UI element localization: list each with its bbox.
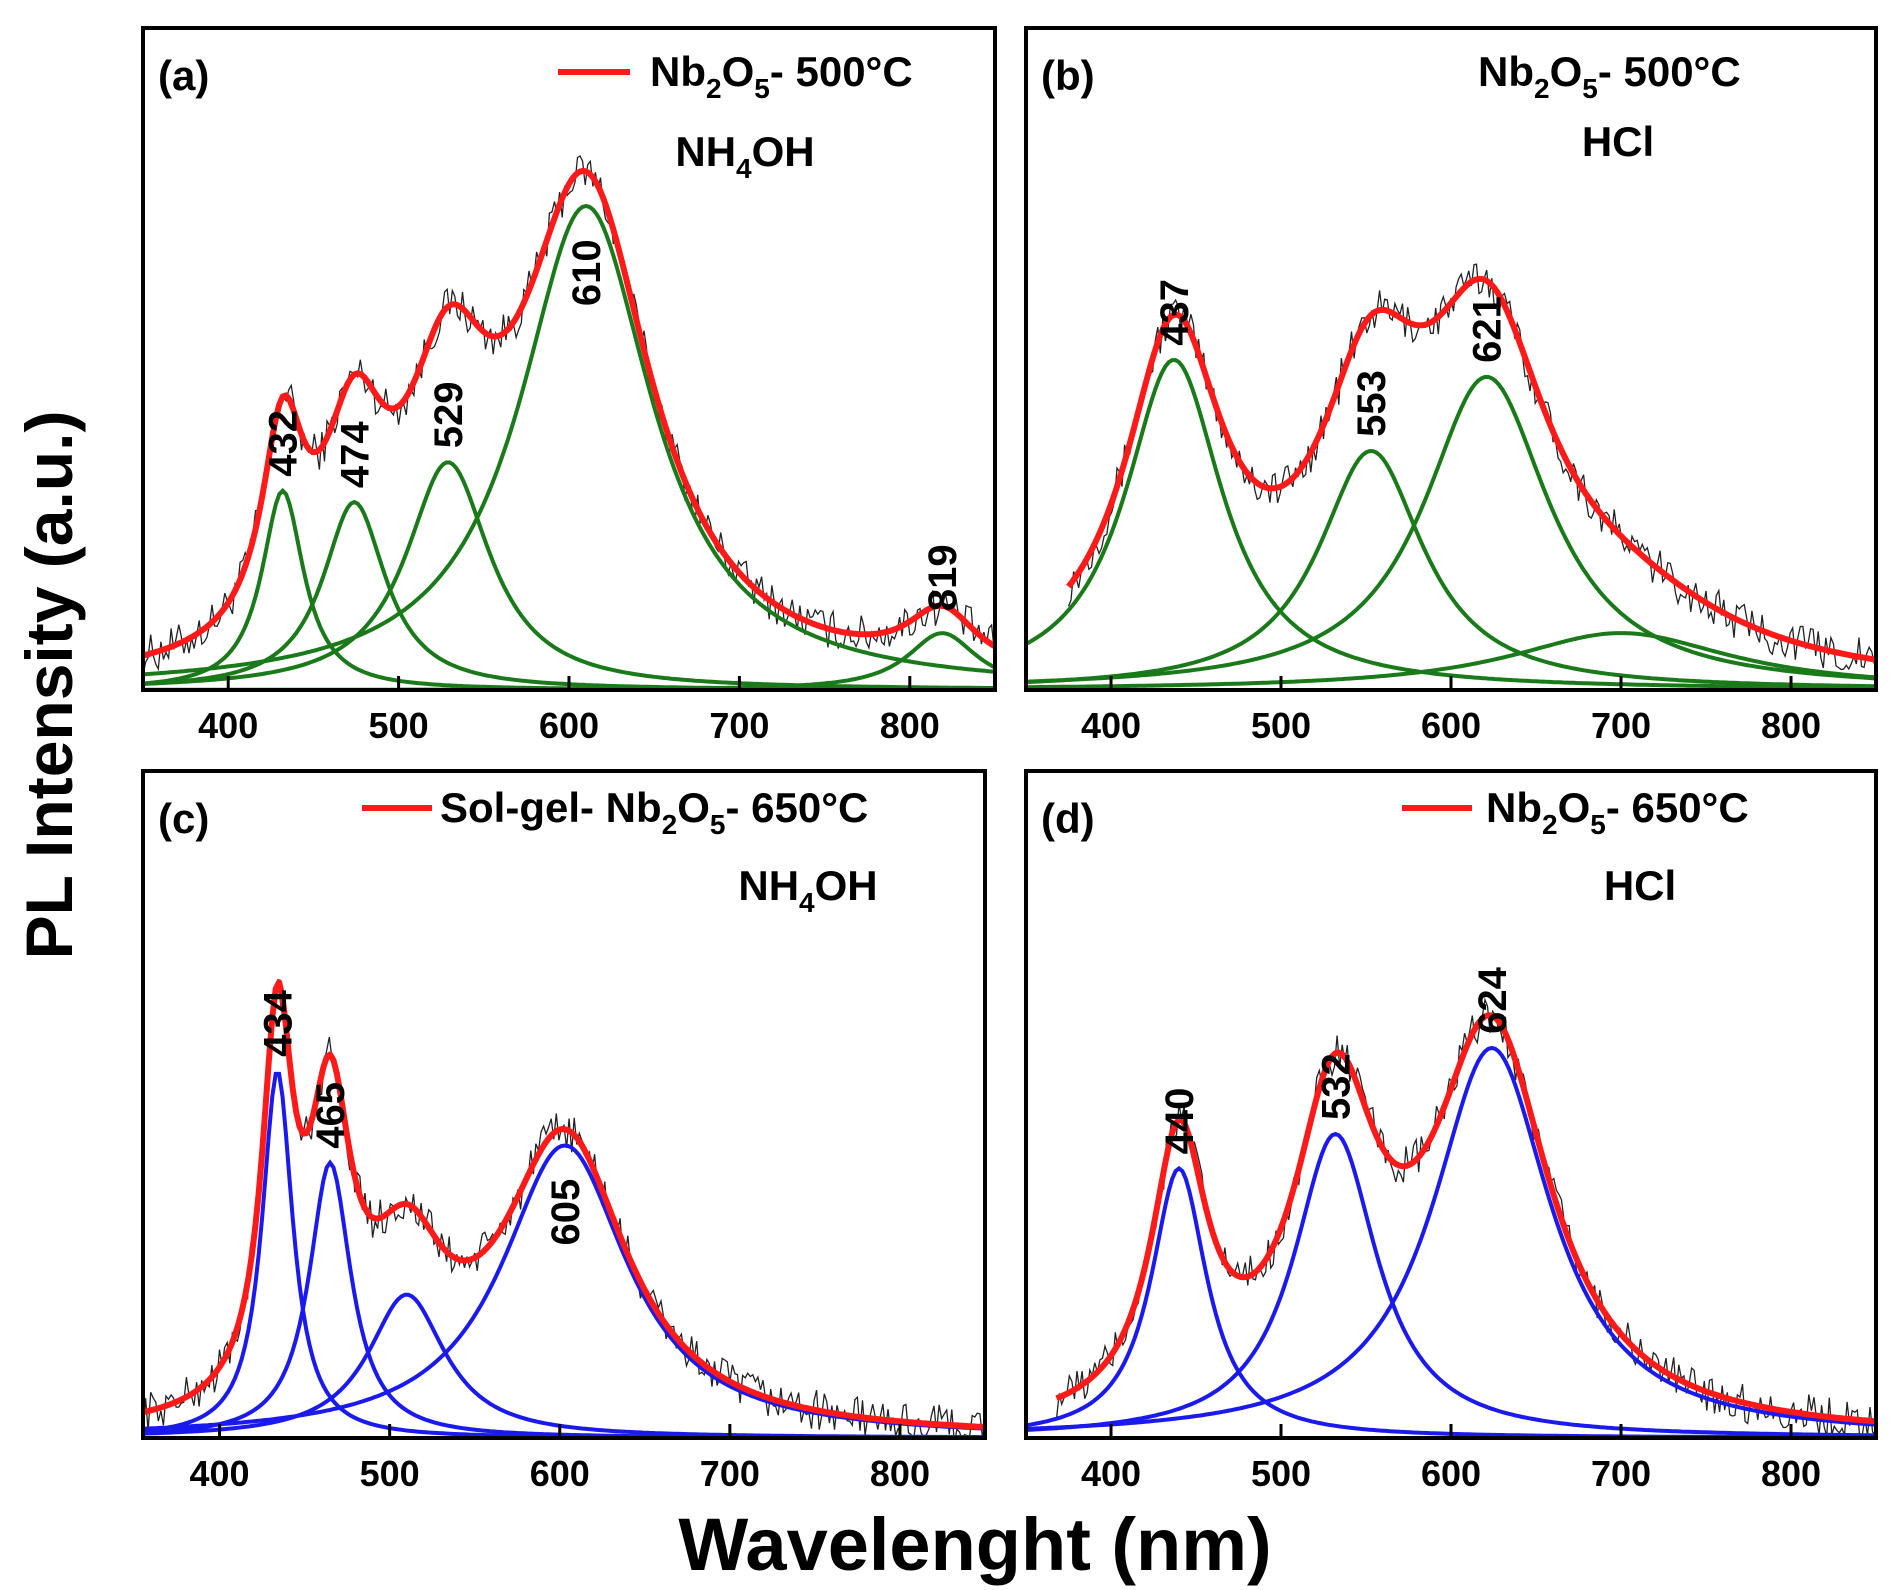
peak-label: 432 <box>262 410 306 477</box>
peak-label: 624 <box>1471 966 1515 1033</box>
panel-letter: (d) <box>1041 795 1095 842</box>
peak-label: 474 <box>333 421 377 488</box>
x-tick-label: 400 <box>190 1453 250 1494</box>
fit-curve <box>1055 1012 1876 1425</box>
legend-label: Sol-gel- Nb2O5- 650°C <box>440 784 868 840</box>
condition-label: NH4OH <box>738 862 877 918</box>
x-tick-label: 600 <box>1421 1453 1481 1494</box>
chart-panel-1: 400 500 600 700 800 (a) Nb2O5- 500°C NH4OH 432 47… <box>141 26 997 746</box>
raw-spectrum <box>1055 997 1876 1438</box>
legend-label: Nb2O5- 500°C <box>650 48 913 104</box>
x-tick-label: 700 <box>1591 705 1651 746</box>
peak-label: 434 <box>256 989 300 1056</box>
x-tick-label: 400 <box>1081 705 1141 746</box>
peak-label: 610 <box>565 239 609 306</box>
axis-frame <box>1024 769 1878 1440</box>
x-axis-title: Wavelenght (nm) <box>678 1503 1271 1586</box>
x-tick-label: 700 <box>1591 1453 1651 1494</box>
condition-label: HCl <box>1604 862 1676 909</box>
x-tick-label: 500 <box>369 705 429 746</box>
legend-label: Nb2O5- 650°C <box>1486 784 1749 840</box>
component-peak-extra-3 <box>1026 631 1876 690</box>
axis-frame <box>141 26 997 692</box>
fit-curve <box>143 979 984 1430</box>
panel-letter: (a) <box>158 52 209 99</box>
component-peak-440 <box>1026 1165 1876 1438</box>
raw-spectrum <box>1067 263 1875 671</box>
x-tick-label: 800 <box>1761 1453 1821 1494</box>
x-tick-label: 800 <box>1761 705 1821 746</box>
peak-label: 440 <box>1158 1088 1202 1155</box>
x-tick-label: 600 <box>539 705 599 746</box>
peak-label: 819 <box>921 544 965 611</box>
x-tick-label: 700 <box>709 705 769 746</box>
component-peak-553 <box>1026 449 1876 689</box>
plot-area <box>1026 263 1876 690</box>
component-peak-610 <box>143 204 995 677</box>
component-peak-624 <box>1026 1045 1876 1431</box>
peak-label: 553 <box>1350 370 1394 437</box>
x-tick-label: 400 <box>198 705 258 746</box>
legend-label: Nb2O5- 500°C <box>1478 48 1741 104</box>
fit-curve <box>1066 275 1875 663</box>
x-tick-label: 400 <box>1081 1453 1141 1494</box>
peak-label: 437 <box>1153 279 1197 346</box>
y-axis-title: PL Intensity (a.u.) <box>12 411 86 960</box>
component-peak-529 <box>143 460 995 690</box>
fit-curve <box>143 167 995 659</box>
component-peak-532 <box>1026 1131 1876 1438</box>
component-peak-621 <box>1026 375 1876 684</box>
axis-frame <box>141 769 987 1440</box>
component-peak-437 <box>1026 358 1876 690</box>
panel-letter: (c) <box>158 795 209 842</box>
x-tick-label: 600 <box>530 1453 590 1494</box>
x-tick-label: 700 <box>700 1453 760 1494</box>
chart-panel-3: 400 500 600 700 800 (c) Sol-gel- Nb2O5- 650°C N… <box>141 769 987 1494</box>
condition-label: NH4OH <box>675 128 814 184</box>
peak-label: 529 <box>427 382 471 449</box>
x-tick-label: 600 <box>1421 705 1481 746</box>
panels: 400 500 600 700 800 (a) Nb2O5- 500°C NH4OH 432 47… <box>141 26 1878 1494</box>
x-tick-label: 800 <box>870 1453 930 1494</box>
peak-label: 532 <box>1314 1053 1358 1120</box>
peak-label: 621 <box>1466 296 1510 363</box>
chart-panel-4: 400 500 600 700 800 (d) Nb2O5- 650°C HCl 440 532 6… <box>1024 769 1878 1494</box>
chart-panel-2: 400 500 600 700 800 (b) Nb2O5- 500°C HCl 437 553 6… <box>1024 26 1878 746</box>
panel-letter: (b) <box>1041 52 1095 99</box>
x-tick-label: 500 <box>1251 1453 1311 1494</box>
x-tick-label: 800 <box>880 705 940 746</box>
plot-area <box>1026 997 1876 1438</box>
x-tick-label: 500 <box>1251 705 1311 746</box>
peak-label: 605 <box>544 1179 588 1246</box>
condition-label: HCl <box>1582 118 1654 165</box>
peak-label: 465 <box>309 1082 353 1149</box>
x-tick-label: 500 <box>360 1453 420 1494</box>
